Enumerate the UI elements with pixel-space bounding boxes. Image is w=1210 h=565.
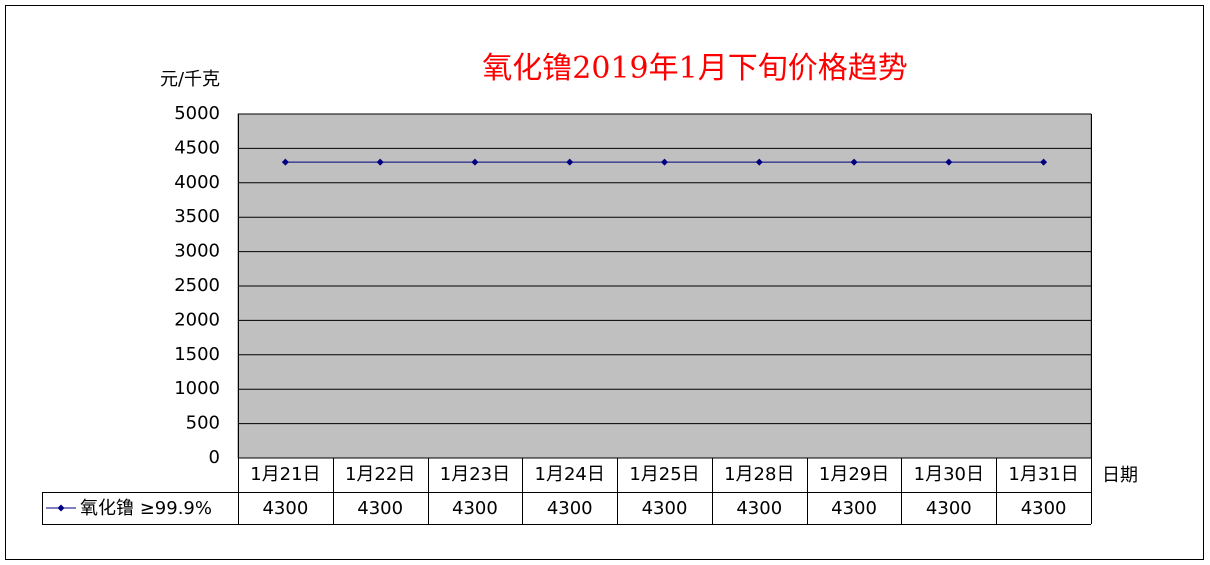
point <box>850 158 858 166</box>
table-value: 4300 <box>547 498 593 519</box>
point <box>566 158 574 166</box>
x-tick-label: 1月25日 <box>629 464 699 485</box>
x-tick-label: 1月22日 <box>345 464 415 485</box>
y-tick-label: 5000 <box>174 103 220 124</box>
legend-label: 氧化镥 ≥99.9% <box>80 498 212 519</box>
table-value: 4300 <box>736 498 782 519</box>
x-tick-label: 1月21日 <box>250 464 320 485</box>
table-value: 4300 <box>1021 498 1067 519</box>
x-tick-label: 1月28日 <box>724 464 794 485</box>
point <box>471 158 479 166</box>
chart-title: 氧化镥2019年1月下旬价格趋势 <box>482 51 907 86</box>
y-tick-label: 4500 <box>174 137 220 158</box>
y-tick-label: 2500 <box>174 275 220 296</box>
y-axis-label: 元/千克 <box>160 69 220 90</box>
x-tick-label: 1月31日 <box>1008 464 1078 485</box>
x-tick-label: 1月23日 <box>440 464 510 485</box>
table-value: 4300 <box>262 498 308 519</box>
x-tick-label: 1月24日 <box>535 464 605 485</box>
table-value: 4300 <box>357 498 403 519</box>
point <box>661 158 668 166</box>
y-tick-label: 500 <box>186 413 220 434</box>
x-axis-label: 日期 <box>1102 465 1138 486</box>
point <box>281 158 289 166</box>
y-tick-label: 2000 <box>174 309 220 330</box>
y-tick-label: 3000 <box>174 241 220 262</box>
y-tick-label: 0 <box>209 447 220 468</box>
y-tick-label: 3500 <box>174 206 220 227</box>
table-value: 4300 <box>926 498 972 519</box>
table-value: 4300 <box>642 498 688 519</box>
point <box>945 158 953 166</box>
point <box>755 158 763 166</box>
x-tick-label: 1月30日 <box>914 464 984 485</box>
table-value: 4300 <box>452 498 498 519</box>
table-value: 4300 <box>831 498 877 519</box>
point <box>1040 158 1048 166</box>
y-tick-label: 1500 <box>174 344 220 365</box>
point <box>376 158 384 166</box>
y-tick-label: 4000 <box>174 172 220 193</box>
x-tick-label: 1月29日 <box>819 464 889 485</box>
legend-marker <box>57 504 65 512</box>
y-tick-label: 1000 <box>174 378 220 399</box>
